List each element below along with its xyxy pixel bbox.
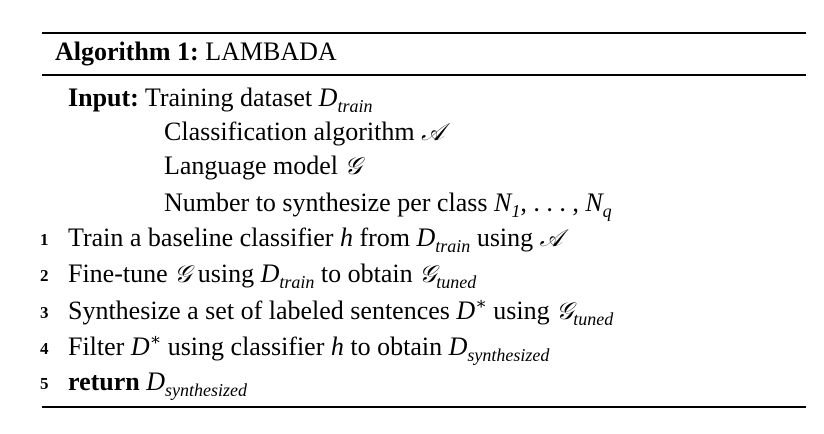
line-number: 3 [40,303,49,322]
math-subscript: tuned [573,309,614,329]
math-symbol: D [260,259,280,288]
math-symbol: D [130,332,150,361]
math-symbol: D [416,223,436,252]
input-text: Number to synthesize per class [164,188,488,217]
math-symbol: h [339,223,353,252]
step-text: from [359,223,411,252]
line-number: 5 [40,374,49,393]
input-line-3: Language model 𝒢 [164,151,362,181]
math-subscript: train [279,272,315,292]
algorithm-title: Algorithm 1: LAMBADA [55,37,337,67]
input-text: Classification algorithm [164,117,415,146]
step-text: Train a baseline classifier [68,223,334,252]
input-line-2: Classification algorithm 𝒜 [164,117,444,147]
algorithm-number: Algorithm 1: [55,37,199,66]
math-subscript: train [435,236,471,256]
math-symbol: D [146,367,166,396]
input-label: Input: [68,83,139,112]
math-symbol: 𝒜 [539,224,563,252]
step-4: Filter D∗ using classifier h to obtain D… [68,330,550,365]
top-rule [42,32,806,34]
math-symbol: N [585,188,603,217]
math-subscript: synthesized [165,380,247,400]
math-superscript: ∗ [149,330,162,349]
math-symbol: N [493,188,512,217]
math-symbol: 𝒢 [556,297,574,325]
step-text: to obtain [350,332,443,361]
math-subscript: 1 [511,201,521,221]
math-subscript: synthesized [467,345,550,365]
bottom-rule [42,406,806,408]
step-text: Fine-tune [68,259,168,288]
header-rule [42,74,806,76]
step-text: using [476,223,534,252]
input-line-4: Number to synthesize per class N1, . . .… [164,188,612,221]
math-subscript: tuned [436,272,477,292]
math-symbol: D [318,83,338,112]
return-keyword: return [68,367,140,396]
input-text: Training dataset [144,83,313,112]
line-number: 1 [40,230,49,249]
step-text: using [197,259,255,288]
math-subscript: q [602,201,612,221]
step-text: Filter [68,332,125,361]
math-symbol: D [456,296,476,325]
line-number: 4 [40,339,49,358]
math-ellipsis: , . . . , [520,188,586,217]
math-symbol: h [330,332,344,361]
math-superscript: ∗ [475,294,487,313]
math-symbol: 𝒢 [344,152,362,180]
math-subscript: train [337,96,373,116]
math-symbol: 𝒢 [174,260,192,288]
step-2: Fine-tune 𝒢 using Dtrain to obtain 𝒢tune… [68,259,477,292]
step-text: to obtain [320,259,413,288]
input-text: Language model [164,151,338,180]
step-3: Synthesize a set of labeled sentences D∗… [68,294,614,329]
step-5: return Dsynthesized [68,367,247,400]
step-text: using classifier [167,332,325,361]
math-symbol: D [448,332,468,361]
step-1: Train a baseline classifier h from Dtrai… [68,223,563,256]
algorithm-name: LAMBADA [205,37,337,66]
line-number: 2 [40,266,49,285]
step-text: Synthesize a set of labeled sentences [68,296,450,325]
input-line-1: Input: Training dataset Dtrain [68,83,373,116]
step-text: using [493,296,550,325]
math-symbol: 𝒢 [419,260,437,288]
math-symbol: 𝒜 [421,118,444,146]
